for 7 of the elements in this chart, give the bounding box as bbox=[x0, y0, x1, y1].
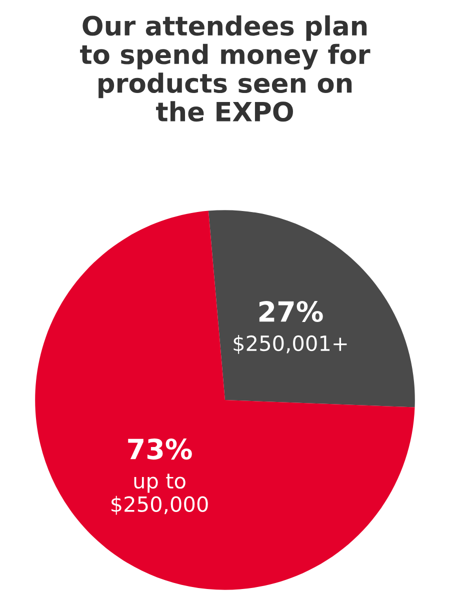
data-label: 27% bbox=[259, 301, 323, 322]
data-label: 73% bbox=[128, 438, 192, 460]
chart-title: Our attendees plan to spend money for products seen on the EXPO bbox=[80, 15, 370, 122]
pie-slice bbox=[35, 210, 415, 590]
slice-label: up to $250,000 bbox=[112, 474, 208, 515]
pie-slice bbox=[208, 210, 415, 408]
slice-label: $250,001+ bbox=[234, 335, 347, 354]
